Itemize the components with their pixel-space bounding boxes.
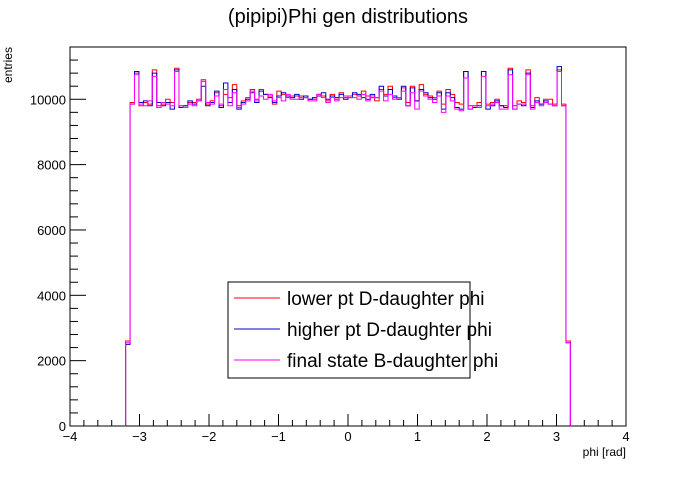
- legend: lower pt D-daughter phi higher pt D-daugh…: [227, 281, 498, 379]
- series-line-2: [125, 71, 571, 426]
- x-tick-label-0: −4: [63, 429, 78, 444]
- plot-area: −4 −3 −2 −1 0 1 2 3 4 0 2000 4000 6000 8000 10000: [30, 46, 630, 444]
- y-tick-label-4: 8000: [37, 158, 66, 173]
- x-tick-label-5: 1: [414, 429, 421, 444]
- x-tick-label-3: −1: [271, 429, 286, 444]
- legend-label-0: lower pt D-daughter phi: [287, 289, 485, 310]
- x-tick-label-1: −3: [132, 429, 147, 444]
- y-tick-label-3: 6000: [37, 223, 66, 238]
- x-tick-label-8: 4: [622, 429, 629, 444]
- x-tick-label-6: 2: [483, 429, 490, 444]
- x-tick-label-2: −2: [202, 429, 217, 444]
- legend-label-2: final state B-daughter phi: [287, 351, 498, 372]
- legend-label-1: higher pt D-daughter phi: [287, 320, 492, 341]
- chart-title: (pipipi)Phi gen distributions: [228, 6, 468, 28]
- y-tick-label-0: 0: [59, 419, 66, 434]
- y-tick-label-1: 2000: [37, 354, 66, 369]
- y-tick-label-5: 10000: [30, 92, 66, 107]
- y-axis-label: entries: [1, 47, 15, 83]
- x-axis-label: phi [rad]: [583, 445, 626, 459]
- y-tick-label-2: 4000: [37, 288, 66, 303]
- x-tick-label-4: 0: [344, 429, 351, 444]
- x-tick-label-7: 3: [553, 429, 560, 444]
